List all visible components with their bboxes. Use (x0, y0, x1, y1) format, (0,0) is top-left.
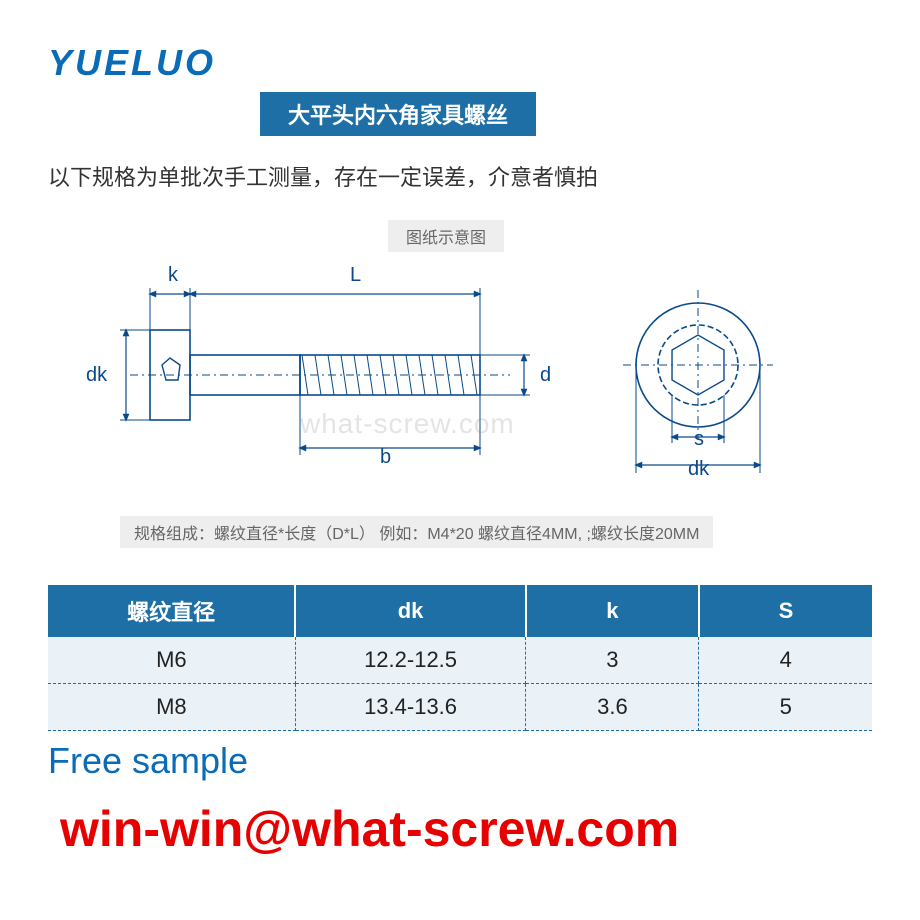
table-cell: 4 (699, 637, 872, 684)
dim-k: k (168, 264, 178, 287)
dim-b: b (380, 446, 391, 469)
table-header-cell: 螺纹直径 (48, 585, 295, 637)
table-row: M813.4-13.63.65 (48, 684, 872, 731)
watermark-text: what-screw.com (300, 408, 515, 440)
brand-logo: YUELUO (48, 42, 216, 84)
table-cell: 3.6 (526, 684, 699, 731)
table-cell: 12.2-12.5 (295, 637, 526, 684)
table-header-cell: k (526, 585, 699, 637)
dim-dk2: dk (688, 458, 709, 481)
diagram-caption: 图纸示意图 (388, 220, 504, 252)
table-row: M612.2-12.534 (48, 637, 872, 684)
table-cell: 5 (699, 684, 872, 731)
disclaimer-text: 以下规格为单批次手工测量，存在一定误差，介意者慎拍 (48, 160, 598, 192)
table-cell: 3 (526, 637, 699, 684)
product-title-banner: 大平头内六角家具螺丝 (260, 92, 536, 136)
table-header-cell: dk (295, 585, 526, 637)
dim-dk: dk (86, 364, 107, 387)
spec-composition-note: 规格组成：螺纹直径*长度（D*L） 例如：M4*20 螺纹直径4MM, ;螺纹长… (120, 516, 713, 548)
dim-d: d (540, 364, 551, 387)
table-cell: M8 (48, 684, 295, 731)
table-cell: M6 (48, 637, 295, 684)
dim-s: s (694, 428, 704, 451)
table-header-cell: S (699, 585, 872, 637)
contact-email: win-win@what-screw.com (60, 800, 679, 858)
table-cell: 13.4-13.6 (295, 684, 526, 731)
technical-diagram: k L dk d b s dk (90, 270, 830, 490)
free-sample-text: Free sample (48, 740, 248, 782)
dim-L: L (350, 264, 361, 287)
spec-table: 螺纹直径dkkSM612.2-12.534M813.4-13.63.65 (48, 585, 872, 731)
